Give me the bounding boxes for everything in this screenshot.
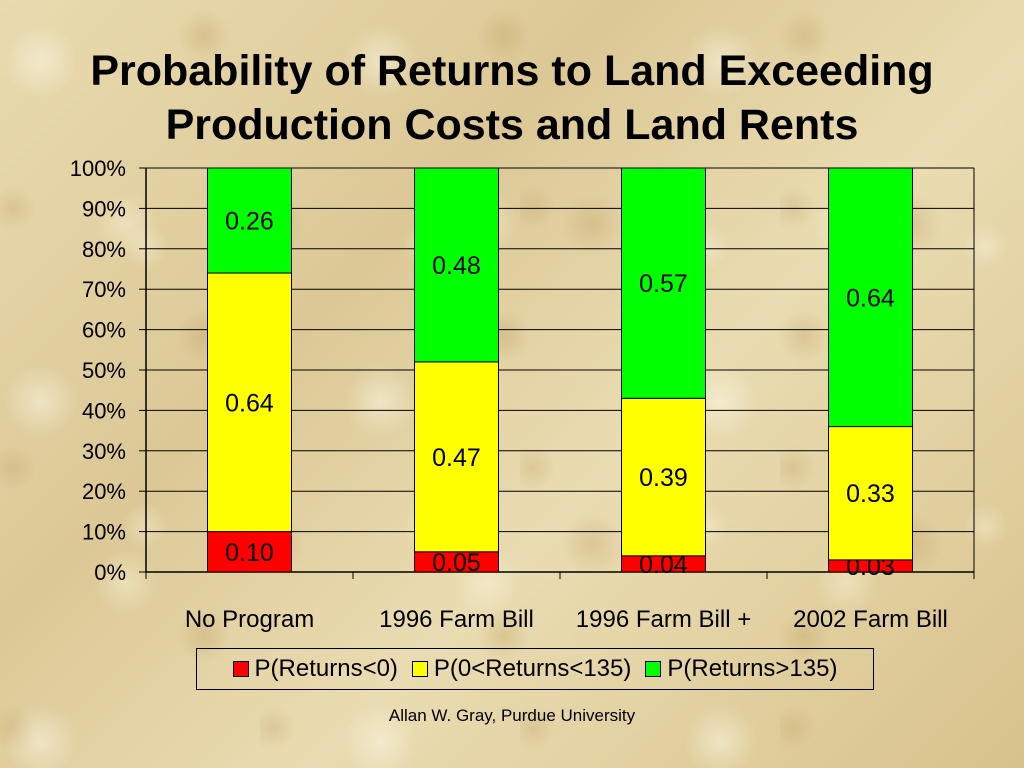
- chart-legend: P(Returns<0) P(0<Returns<135) P(Returns>…: [196, 648, 874, 690]
- legend-swatch-green: [645, 661, 662, 677]
- y-tick-label: 60%: [82, 318, 126, 343]
- y-tick-label: 70%: [82, 277, 126, 302]
- data-label: 0.64: [846, 284, 895, 312]
- bar-segment: [414, 361, 499, 553]
- bar-segment: [207, 167, 292, 274]
- data-label: 0.26: [225, 208, 274, 236]
- legend-swatch-yellow: [411, 661, 428, 677]
- x-category-label: 2002 Farm Bill: [793, 606, 948, 633]
- footer-credit: Allan W. Gray, Purdue University: [388, 706, 636, 725]
- bar-segment: [828, 167, 913, 428]
- bar-segment: [621, 167, 706, 399]
- data-label: 0.64: [225, 389, 274, 417]
- y-tick-label: 90%: [82, 196, 126, 221]
- bar-segment: [207, 272, 292, 533]
- y-tick-label: 30%: [82, 439, 126, 464]
- y-tick-label: 20%: [82, 479, 126, 504]
- data-label: 0.47: [432, 444, 481, 472]
- data-label: 0.10: [225, 539, 274, 567]
- x-category-label: No Program: [185, 606, 314, 633]
- data-label: 0.39: [639, 464, 688, 492]
- legend-item-high: P(Returns>135): [645, 655, 837, 683]
- legend-swatch-red: [232, 661, 249, 677]
- bar-segment: [621, 397, 706, 557]
- data-label: 0.57: [639, 270, 688, 298]
- legend-label: P(0<Returns<135): [433, 655, 632, 682]
- y-tick-label: 10%: [82, 520, 126, 545]
- y-tick-label: 80%: [82, 237, 126, 262]
- y-tick-label: 50%: [82, 358, 126, 383]
- chart-title: Probability of Returns to Land Exceeding…: [0, 44, 1024, 152]
- legend-item-negative: P(Returns<0): [232, 655, 398, 683]
- stacked-bar-chart: 0% 10% 20% 30% 40% 50% 60% 70% 80% 90% 100% 0.10 0.6…: [70, 156, 975, 633]
- data-label: 0.48: [432, 252, 481, 280]
- y-tick-label: 40%: [82, 398, 126, 423]
- x-category-label: 1996 Farm Bill +: [576, 606, 751, 633]
- y-tick-label: 100%: [70, 156, 126, 181]
- legend-item-middle: P(0<Returns<135): [411, 655, 632, 683]
- x-category-label: 1996 Farm Bill: [379, 606, 534, 633]
- bar-segment: [414, 167, 499, 363]
- data-label: 0.33: [846, 480, 895, 508]
- y-tick-label: 0%: [94, 560, 126, 585]
- data-label: 0.05: [432, 549, 481, 577]
- legend-label: P(Returns>135): [667, 655, 838, 682]
- title-line-1: Probability of Returns to Land Exceeding: [90, 47, 934, 95]
- title-line-2: Production Costs and Land Rents: [165, 101, 859, 149]
- legend-label: P(Returns<0): [254, 655, 398, 682]
- bar-segment: [828, 426, 913, 561]
